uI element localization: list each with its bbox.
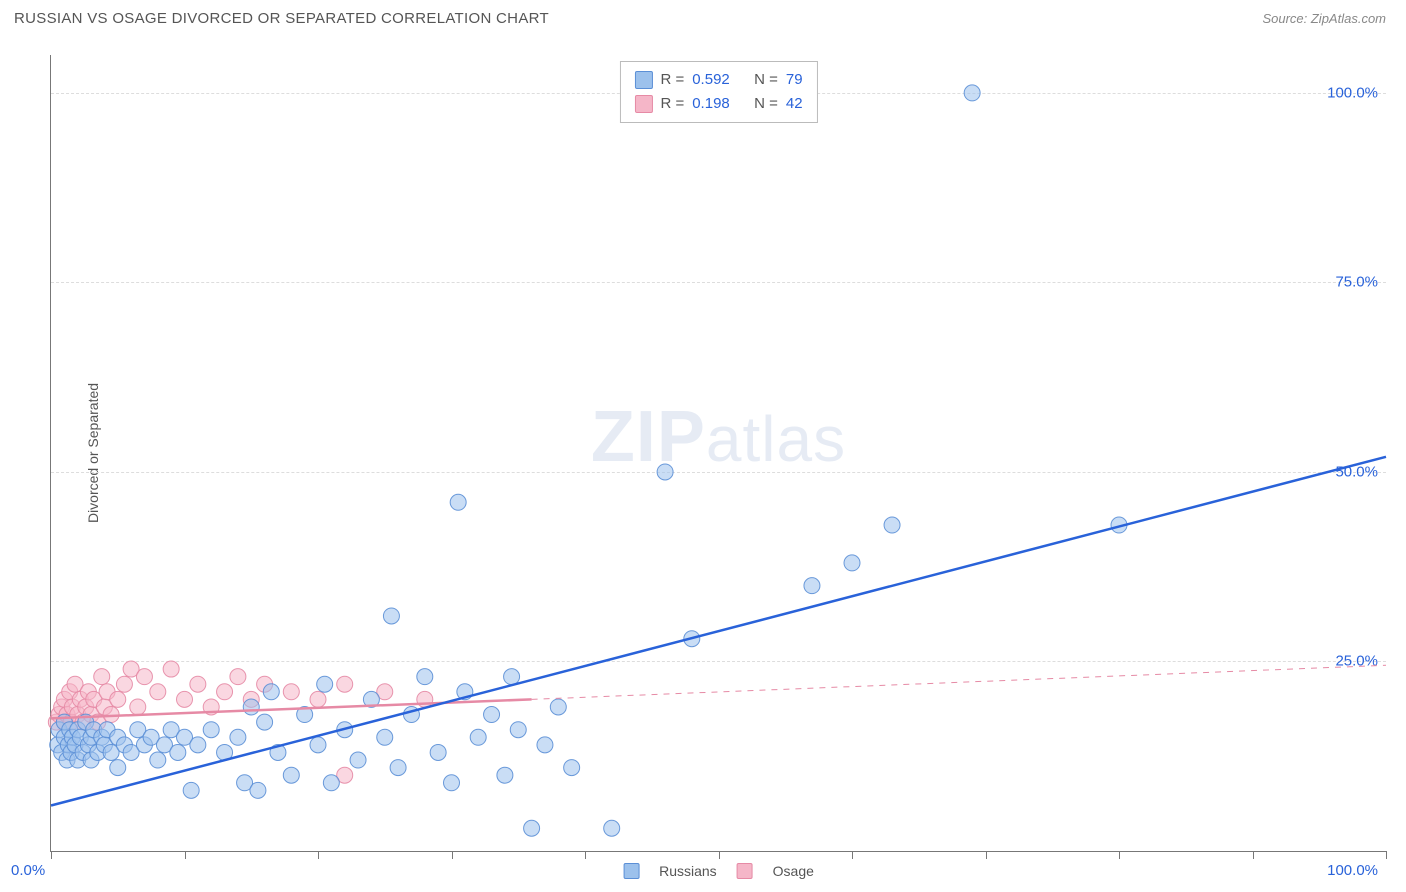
legend-label-osage: Osage — [773, 863, 814, 879]
source-attribution: Source: ZipAtlas.com — [1262, 11, 1386, 26]
scatter-plot — [51, 55, 1386, 851]
correlation-stats-box: R = 0.592 N = 79 R = 0.198 N = 42 — [619, 61, 817, 123]
stats-row-russians: R = 0.592 N = 79 — [634, 68, 802, 92]
chart-title: RUSSIAN VS OSAGE DIVORCED OR SEPARATED C… — [14, 10, 549, 27]
chart-plot-area: Divorced or Separated 25.0%50.0%75.0%100… — [50, 55, 1386, 852]
stats-row-osage: R = 0.198 N = 42 — [634, 92, 802, 116]
x-axis-label-max: 100.0% — [1327, 862, 1378, 879]
legend-label-russians: Russians — [659, 863, 717, 879]
x-axis-label-min: 0.0% — [11, 862, 45, 879]
swatch-russians — [634, 71, 652, 89]
swatch-osage — [634, 95, 652, 113]
legend-swatch-russians — [623, 863, 639, 879]
legend: Russians Osage — [623, 863, 814, 879]
legend-swatch-osage — [737, 863, 753, 879]
